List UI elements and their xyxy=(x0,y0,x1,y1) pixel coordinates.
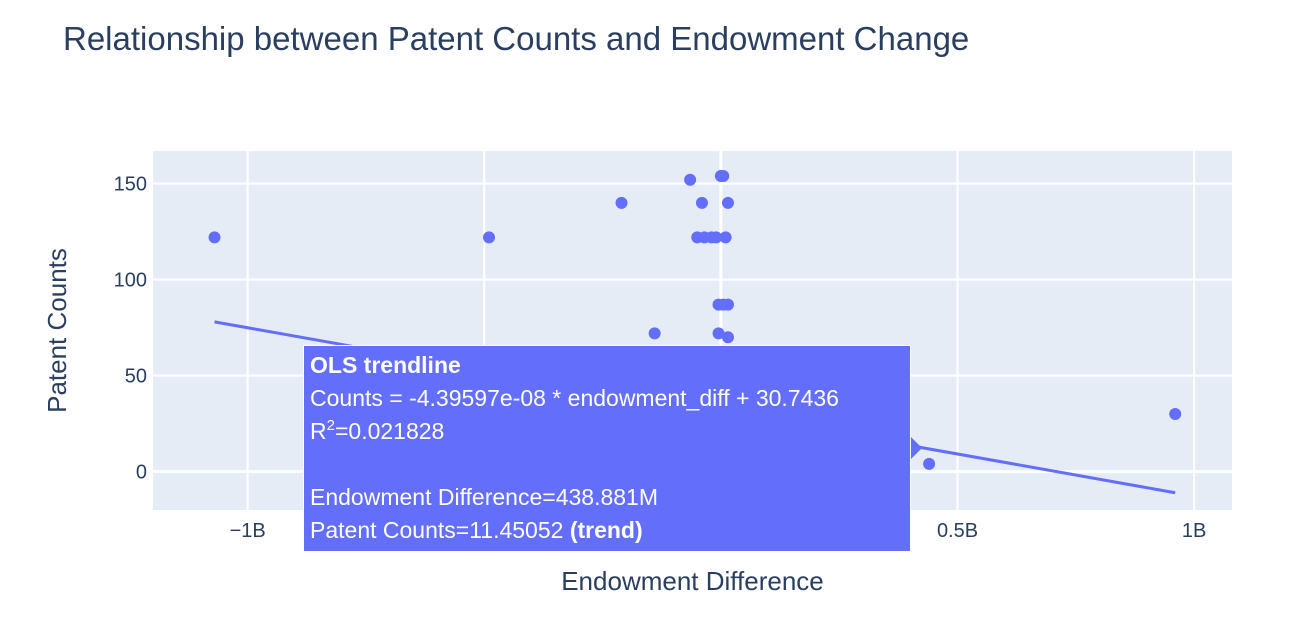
x-tick-label: 0.5B xyxy=(937,520,978,542)
tooltip-y-value: Patent Counts=11.45052 (trend) xyxy=(310,517,643,543)
tooltip-header: OLS trendline xyxy=(310,352,461,378)
scatter-point[interactable] xyxy=(721,331,734,344)
tooltip-x-value: Endowment Difference=438.881M xyxy=(310,484,658,510)
scatter-point[interactable] xyxy=(648,327,661,340)
tick-labels: −1B 0.5B 1B 0 50 100 150 xyxy=(114,174,1207,542)
scatter-point[interactable] xyxy=(712,327,725,340)
x-axis-title: Endowment Difference xyxy=(561,566,824,596)
scatter-point[interactable] xyxy=(208,231,221,244)
hover-tooltip: OLS trendline Counts = -4.39597e-08 * en… xyxy=(303,345,911,552)
tooltip-arrow xyxy=(910,436,922,460)
scatter-point[interactable] xyxy=(1169,408,1182,421)
scatter-point[interactable] xyxy=(719,231,732,244)
y-tick-label: 100 xyxy=(114,270,147,292)
chart-title: Relationship between Patent Counts and E… xyxy=(63,20,969,57)
y-tick-label: 50 xyxy=(125,366,147,388)
x-tick-label: −1B xyxy=(230,520,266,542)
scatter-point[interactable] xyxy=(717,169,730,182)
x-tick-label: 1B xyxy=(1182,520,1206,542)
scatter-point[interactable] xyxy=(684,173,697,186)
scatter-point[interactable] xyxy=(483,231,496,244)
scatter-point[interactable] xyxy=(721,196,734,209)
scatter-points xyxy=(208,169,1182,470)
scatter-point[interactable] xyxy=(721,298,734,311)
tooltip-equation: Counts = -4.39597e-08 * endowment_diff +… xyxy=(310,385,839,411)
scatter-point[interactable] xyxy=(695,196,708,209)
y-axis-title: Patent Counts xyxy=(42,248,72,413)
y-tick-label: 0 xyxy=(136,462,147,484)
scatter-point[interactable] xyxy=(615,196,628,209)
scatter-point[interactable] xyxy=(923,457,936,470)
y-tick-label: 150 xyxy=(114,174,147,196)
scatter-point[interactable] xyxy=(710,231,723,244)
tooltip-r2: R2=0.021828 xyxy=(310,417,445,444)
